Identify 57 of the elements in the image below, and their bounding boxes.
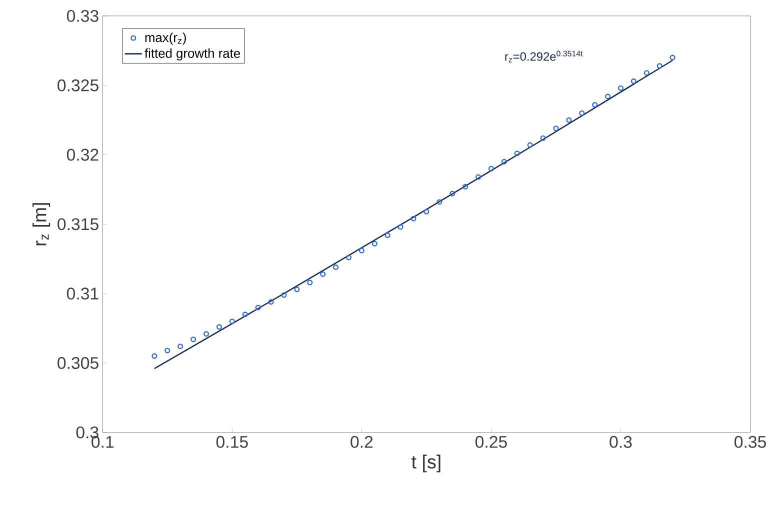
point — [358, 248, 364, 254]
point — [656, 63, 662, 69]
point — [346, 254, 352, 260]
point — [294, 286, 300, 292]
x-tick-label: 0.25 — [475, 436, 507, 448]
point — [242, 312, 248, 318]
point — [410, 216, 416, 222]
y-tick-label: 0.315 — [58, 218, 98, 230]
point — [320, 271, 326, 277]
point — [488, 166, 494, 172]
point — [307, 280, 313, 286]
legend-label: fitted growth rate — [144, 48, 240, 60]
point — [540, 135, 546, 141]
x-tick-label: 0.15 — [216, 436, 248, 448]
point — [178, 344, 184, 350]
point — [462, 184, 468, 190]
point — [384, 232, 390, 238]
point — [398, 224, 404, 230]
x-tick-label: 0.3 — [610, 436, 632, 448]
y-tick-label: 0.305 — [58, 356, 98, 369]
point — [566, 117, 572, 123]
point — [618, 85, 624, 91]
point — [670, 54, 676, 60]
point — [268, 299, 274, 305]
point — [255, 304, 261, 310]
y-tick-label: 0.32 — [66, 148, 98, 161]
point — [514, 150, 520, 156]
point — [579, 110, 585, 116]
y-tick-label: 0.33 — [66, 10, 98, 22]
x-axis-title: t [s] — [412, 454, 440, 472]
x-tick-label: 0.2 — [350, 436, 373, 448]
point — [630, 78, 636, 84]
point — [436, 199, 442, 205]
point — [203, 331, 210, 337]
point — [450, 190, 456, 196]
annotation: r$_{z}$=0.292e$^{0.3514t}$ — [505, 50, 583, 62]
point — [164, 348, 170, 354]
legend-label: max(r$_{z}$) — [145, 32, 186, 45]
y-axis-title: r$_{z}$ [m] — [32, 203, 50, 246]
point — [605, 94, 611, 100]
point — [216, 324, 222, 330]
point — [644, 70, 650, 76]
point — [229, 318, 235, 324]
point — [475, 174, 482, 180]
point — [553, 126, 559, 132]
y-tick-label: 0.31 — [66, 288, 98, 300]
point — [372, 240, 378, 246]
y-tick-label: 0.325 — [58, 79, 98, 92]
x-tick-label: 0.35 — [734, 436, 766, 448]
point — [527, 142, 533, 148]
point — [190, 336, 196, 342]
point — [333, 264, 339, 270]
point — [501, 158, 507, 164]
point — [152, 353, 158, 359]
point — [281, 292, 287, 298]
point — [424, 208, 430, 214]
point — [592, 102, 598, 108]
